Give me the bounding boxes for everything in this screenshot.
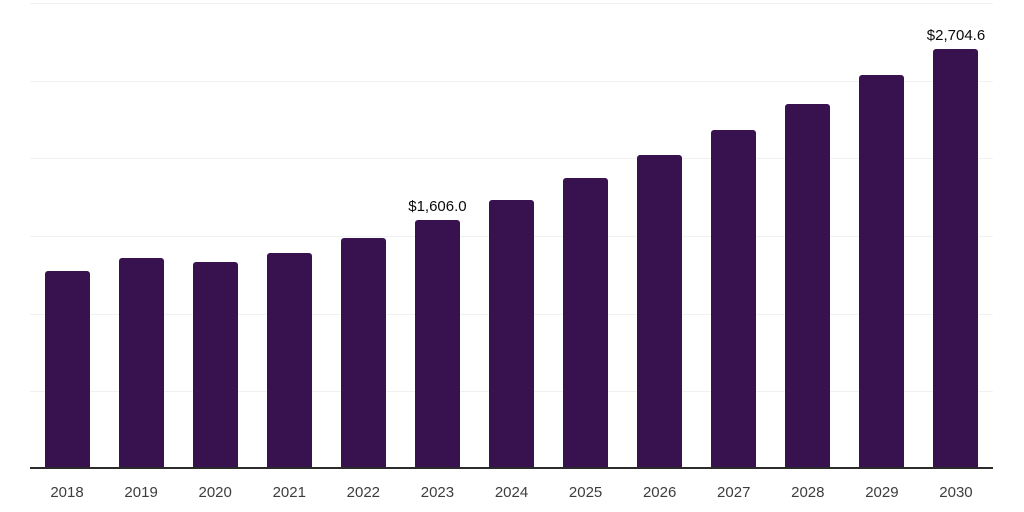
bar-cell-2027 (697, 3, 771, 469)
bar-cell-2021 (252, 3, 326, 469)
x-tick-label-2028: 2028 (791, 484, 825, 501)
bar-cell-2025 (549, 3, 623, 469)
bar-2024 (489, 199, 534, 469)
x-tick-label-2027: 2027 (717, 484, 751, 501)
bar-cell-2020 (178, 3, 252, 469)
bar-2023 (414, 219, 460, 469)
bar-2019 (118, 257, 164, 469)
x-axis-tick-labels: 2018 2019 2020 2021 2022 2023 2024 2025 2026 2027… (30, 484, 993, 501)
x-tick-label-2022: 2022 (346, 484, 381, 501)
bar-value-label-2023: $1,606.0 (408, 197, 467, 215)
bar-2028 (785, 103, 831, 469)
x-tick-label-2019: 2019 (124, 484, 158, 501)
bar-cell-2029 (845, 3, 919, 469)
bar-2022 (340, 238, 386, 469)
x-tick-label-2029: 2029 (865, 484, 899, 501)
bar-2027 (711, 130, 757, 469)
x-tick-label-2018: 2018 (50, 484, 84, 501)
bar-2030 (933, 48, 979, 469)
x-tick-label-2020: 2020 (198, 484, 232, 501)
bar-cell-2018 (30, 3, 104, 469)
x-tick-label-2025: 2025 (568, 484, 603, 501)
bar-cell-2019 (104, 3, 178, 469)
bars-layer: $1,606.0 $2,704.6 (30, 3, 993, 469)
x-tick-label-2026: 2026 (642, 484, 677, 501)
bar-2018 (44, 270, 90, 469)
x-axis-line (30, 467, 993, 469)
gridline-2000 (30, 158, 993, 160)
x-tick-label-2024: 2024 (494, 484, 529, 501)
bar-cell-2023: $1,606.0 (400, 3, 474, 469)
gridline-3000 (30, 3, 993, 4)
bar-2021 (266, 253, 312, 469)
bar-2026 (637, 155, 683, 469)
x-tick-label-2030: 2030 (939, 484, 973, 501)
bar-cell-2024 (474, 3, 548, 469)
bar-2025 (563, 177, 609, 469)
bar-2029 (859, 75, 905, 469)
plot-area: $1,606.0 $2,704.6 (30, 3, 993, 469)
bar-cell-2026 (623, 3, 697, 469)
x-tick-label-2021: 2021 (272, 484, 306, 501)
x-tick-label-2023: 2023 (420, 484, 455, 501)
bar-cell-2030: $2,704.6 (919, 3, 993, 469)
bar-value-label-2030: $2,704.6 (926, 26, 986, 44)
bar-cell-2028 (771, 3, 845, 469)
bar-2020 (192, 262, 238, 469)
bar-cell-2022 (326, 3, 400, 469)
gridline-2500 (30, 80, 993, 82)
